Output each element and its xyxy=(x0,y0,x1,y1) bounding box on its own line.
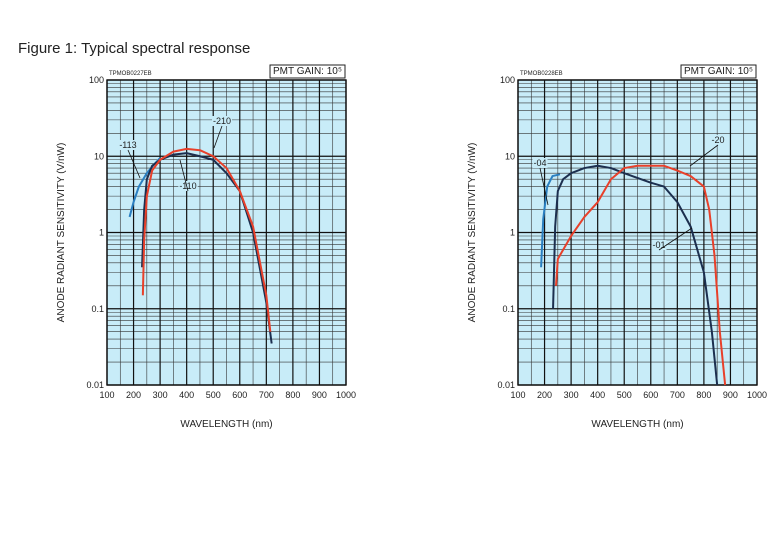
y-tick-label: 10 xyxy=(505,151,515,161)
y-tick-label: 100 xyxy=(500,75,515,85)
series-label-bg xyxy=(710,135,726,145)
x-tick-label: 300 xyxy=(564,390,579,400)
series-line xyxy=(552,164,719,386)
x-tick-label: 100 xyxy=(510,390,525,400)
y-tick-label: 0.1 xyxy=(91,304,104,314)
x-tick-label: 200 xyxy=(537,390,552,400)
x-axis-label: WAVELENGTH (nm) xyxy=(180,419,272,430)
x-tick-label: 800 xyxy=(696,390,711,400)
x-tick-label: 700 xyxy=(670,390,685,400)
leader-line xyxy=(689,144,719,167)
x-tick-label: 800 xyxy=(285,390,300,400)
x-tick-label: 1000 xyxy=(747,390,767,400)
series-label-bg xyxy=(651,240,667,250)
x-tick-label: 500 xyxy=(206,390,221,400)
leader-line xyxy=(539,167,549,206)
series-line xyxy=(141,152,273,344)
figure-title: Figure 1: Typical spectral response xyxy=(18,40,250,57)
y-axis-label: ANODE RADIANT SENSITIVITY (V/nW) xyxy=(56,143,67,323)
x-tick-label: 200 xyxy=(126,390,141,400)
series-label: -01 xyxy=(652,240,665,250)
series-label: -110 xyxy=(179,181,196,191)
leader-line xyxy=(213,125,223,149)
gain-label: PMT GAIN: 10⁵ xyxy=(684,66,753,77)
series-line xyxy=(540,173,561,268)
y-axis-label: ANODE RADIANT SENSITIVITY (V/nW) xyxy=(467,143,478,323)
series-label: -20 xyxy=(711,135,724,145)
y-tick-label: 0.1 xyxy=(502,304,515,314)
leader-line xyxy=(127,149,141,179)
series-label-bg xyxy=(118,140,138,150)
series-label-bg xyxy=(532,158,548,168)
y-tick-label: 1 xyxy=(99,228,104,238)
series-label: -210 xyxy=(213,116,231,126)
y-tick-label: 10 xyxy=(94,151,104,161)
series-label-bg xyxy=(178,181,198,191)
gain-box xyxy=(680,64,757,79)
chart-code: TPMOB0227EB xyxy=(109,71,152,77)
leader-line xyxy=(179,159,189,192)
y-tick-label: 100 xyxy=(89,75,104,85)
series-line xyxy=(141,147,272,332)
x-tick-label: 700 xyxy=(259,390,274,400)
series-label: -113 xyxy=(119,140,136,150)
x-tick-label: 500 xyxy=(617,390,632,400)
plot-frame xyxy=(517,79,758,386)
plot-frame xyxy=(106,79,347,386)
gain-box xyxy=(269,64,346,79)
series-line xyxy=(554,164,727,386)
x-axis-label: WAVELENGTH (nm) xyxy=(591,419,683,430)
series-label-bg xyxy=(211,116,233,126)
series-label: -04 xyxy=(533,158,546,168)
chart-code: TPMOB0228EB xyxy=(520,71,563,77)
y-tick-label: 0.01 xyxy=(497,380,515,390)
x-tick-label: 600 xyxy=(232,390,247,400)
y-tick-label: 0.01 xyxy=(86,380,104,390)
x-tick-label: 400 xyxy=(179,390,194,400)
y-tick-label: 1 xyxy=(510,228,515,238)
leader-line xyxy=(658,227,693,251)
x-tick-label: 300 xyxy=(153,390,168,400)
gain-label: PMT GAIN: 10⁵ xyxy=(273,66,342,77)
x-tick-label: 400 xyxy=(590,390,605,400)
x-tick-label: 600 xyxy=(643,390,658,400)
x-tick-label: 100 xyxy=(99,390,114,400)
x-tick-label: 900 xyxy=(312,390,327,400)
x-tick-label: 1000 xyxy=(336,390,356,400)
x-tick-label: 900 xyxy=(723,390,738,400)
